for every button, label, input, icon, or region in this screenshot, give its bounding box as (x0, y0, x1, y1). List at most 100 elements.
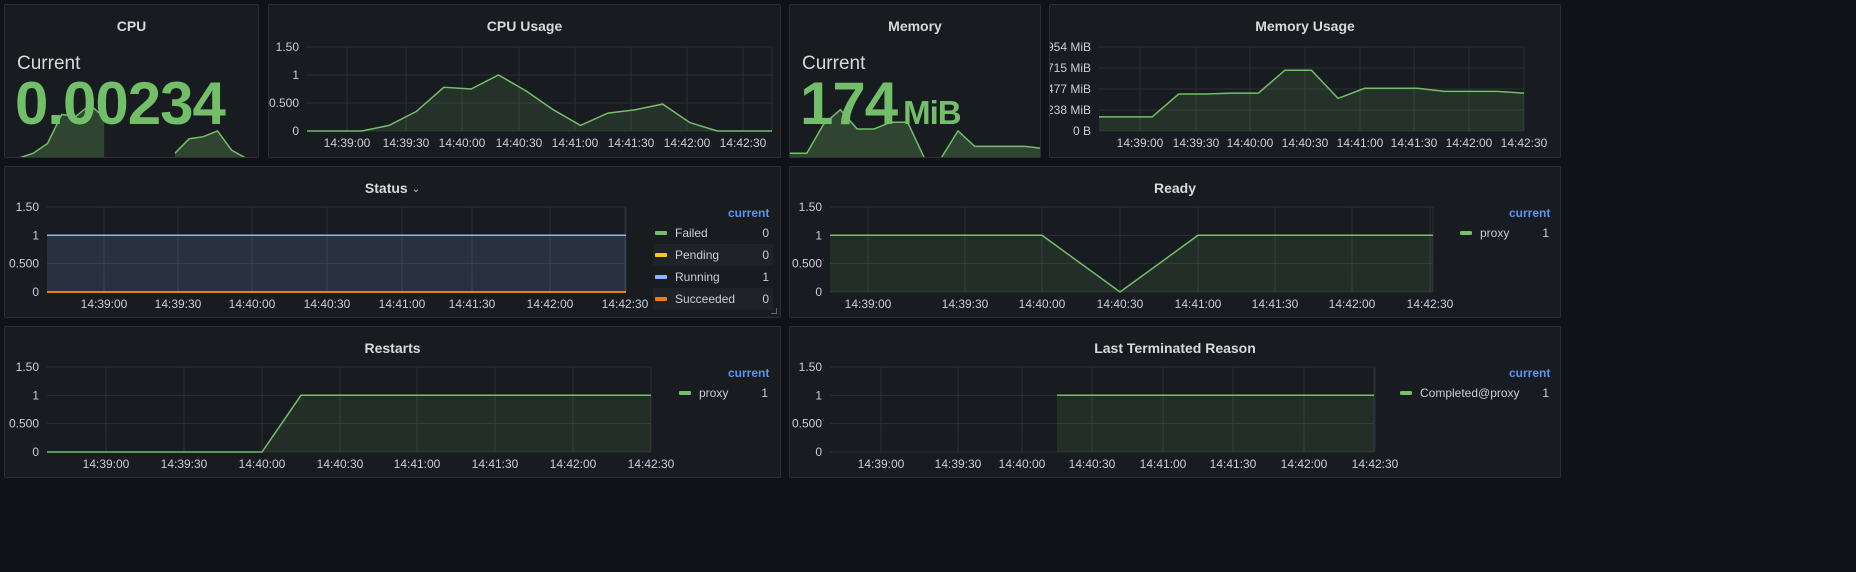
x-tick-label: 14:42:30 (720, 136, 767, 150)
ready-panel[interactable]: Ready 0 0.500 1 1.50 14:39:00 14:39:30 14:40:0… (789, 166, 1561, 318)
x-tick-label: 14:40:30 (1097, 297, 1144, 311)
x-tick-label: 14:42:30 (1501, 136, 1548, 150)
ready-proxy-series-line (830, 234, 1433, 293)
panel-title: Last Terminated Reason (1094, 340, 1256, 356)
x-tick-label: 14:39:30 (1173, 136, 1220, 150)
y-tick-label: 1.50 (16, 200, 40, 214)
x-tick-label: 14:42:30 (1352, 457, 1399, 471)
chevron-down-icon[interactable]: ⌄ (411, 184, 421, 195)
cpu-usage-panel[interactable]: CPU Usage 0 0.500 1 1.50 14:39:00 14:39:30 14:… (268, 4, 781, 158)
legend-item-proxy[interactable]: proxy 1 (677, 382, 772, 404)
last-terminated-chart: 0 0.500 1 1.50 14:39:00 14:39:30 14:40:00 14:40… (792, 360, 1399, 471)
memory-value-unit: MiB (903, 94, 961, 131)
x-tick-label: 14:41:30 (1391, 136, 1438, 150)
cpu-sparkline (19, 103, 246, 157)
legend-swatch (655, 231, 667, 235)
legend-series-value: 0 (762, 248, 769, 262)
legend-header-current[interactable]: current (1509, 206, 1551, 220)
x-tick-label: 14:42:00 (1329, 297, 1376, 311)
legend-item-pending[interactable]: Pending 0 (653, 244, 773, 266)
cpu-sparkline-seg0-line (19, 103, 105, 157)
resize-handle[interactable] (771, 308, 777, 314)
y-tick-label: 1 (292, 68, 299, 82)
ready-proxy-series-area (830, 235, 1433, 292)
x-tick-label: 14:39:30 (383, 136, 430, 150)
legend-item-proxy[interactable]: proxy 1 (1458, 222, 1553, 244)
cpu-sparkline-seg1-line (174, 129, 246, 157)
x-tick-label: 14:39:30 (161, 457, 208, 471)
cpu-stat-panel[interactable]: CPU Current 0.00234 (4, 4, 259, 158)
legend-series-name: Completed@proxy (1420, 386, 1520, 400)
x-tick-label: 14:41:30 (472, 457, 519, 471)
x-tick-label: 14:42:00 (1281, 457, 1328, 471)
legend-item-completed-proxy[interactable]: Completed@proxy 1 (1398, 382, 1553, 404)
memory-usage-chart: 0 B 238 MiB 477 MiB 715 MiB 954 MiB 14:39:00 1… (1050, 40, 1548, 150)
restarts-proxy-series-line (47, 394, 651, 453)
y-tick-label: 0.500 (269, 96, 299, 110)
memory-value-number: 174 (800, 70, 898, 137)
x-tick-label: 14:39:00 (1117, 136, 1164, 150)
legend-item-running[interactable]: Running 1 (653, 266, 773, 288)
legend-item-succeeded[interactable]: Succeeded 0 (653, 288, 773, 310)
y-tick-label: 0.500 (9, 257, 39, 271)
cpu-usage-series-area (307, 75, 772, 131)
legend-series-name: Failed (675, 226, 708, 240)
x-tick-label: 14:41:00 (394, 457, 441, 471)
legend-item-failed[interactable]: Failed 0 (653, 222, 773, 244)
y-tick-label: 477 MiB (1050, 82, 1091, 96)
panel-title: Memory Usage (1255, 18, 1355, 34)
x-tick-label: 14:40:00 (1019, 297, 1066, 311)
x-tick-label: 14:40:00 (1227, 136, 1274, 150)
x-tick-label: 14:39:30 (155, 297, 202, 311)
stat-label: Current (802, 53, 866, 74)
panel-title: CPU Usage (486, 18, 563, 34)
status-panel[interactable]: Status ⌄ 0 0.500 1 1.50 14:39:00 14:39:30 14:40… (4, 166, 781, 318)
restarts-panel[interactable]: Restarts 0 0.500 1 1.50 14:39:00 14:39:30 14:4… (4, 326, 781, 478)
y-tick-label: 1 (32, 228, 39, 242)
restarts-chart: 0 0.500 1 1.50 14:39:00 14:39:30 14:40:00 14:40… (9, 360, 675, 471)
x-tick-label: 14:39:00 (845, 297, 892, 311)
y-tick-label: 715 MiB (1050, 61, 1091, 75)
legend-series-value: 0 (762, 292, 769, 306)
legend-swatch (679, 391, 691, 395)
legend-series-value: 0 (762, 226, 769, 240)
y-tick-label: 1 (815, 228, 822, 242)
y-tick-label: 1.50 (276, 40, 300, 54)
memory-usage-panel[interactable]: Memory Usage 0 B 238 MiB 477 MiB 715 MiB 954… (1049, 4, 1561, 158)
memory-sparkline-line (790, 108, 1040, 157)
x-tick-label: 14:41:00 (552, 136, 599, 150)
legend-header-current[interactable]: current (1509, 366, 1551, 380)
y-tick-label: 1 (815, 388, 822, 402)
legend-series-name: proxy (1480, 226, 1510, 240)
memory-current-value: 174 MiB (800, 70, 962, 144)
cpu-usage-chart: 0 0.500 1 1.50 14:39:00 14:39:30 14:40:00 14:40… (269, 40, 773, 150)
x-tick-label: 14:42:00 (1446, 136, 1493, 150)
restarts-proxy-series-area (47, 395, 651, 452)
x-tick-label: 14:41:30 (1210, 457, 1257, 471)
x-tick-label: 14:41:30 (449, 297, 496, 311)
y-tick-label: 0 (32, 285, 39, 299)
panel-title[interactable]: Status ⌄ (5, 180, 780, 196)
cpu-sparkline-seg0-area (22, 104, 105, 157)
legend-series-value: 1 (1542, 226, 1549, 240)
x-tick-label: 14:42:00 (527, 297, 574, 311)
legend-header-current[interactable]: current (728, 206, 770, 220)
legend-series-name: Running (675, 270, 720, 284)
memory-sparkline-area (790, 109, 1040, 157)
panel-title: Restarts (364, 340, 421, 356)
x-tick-label: 14:42:30 (628, 457, 675, 471)
x-tick-label: 14:40:30 (1282, 136, 1329, 150)
memory-stat-panel[interactable]: Memory Current 174 MiB (789, 4, 1041, 158)
x-tick-label: 14:39:00 (81, 297, 128, 311)
x-tick-label: 14:40:30 (317, 457, 364, 471)
y-tick-label: 0.500 (792, 417, 822, 431)
legend-swatch (655, 253, 667, 257)
legend-swatch (655, 275, 667, 279)
status-chart: 0 0.500 1 1.50 14:39:00 14:39:30 14:40:00 14:40… (9, 200, 649, 311)
memory-usage-series-area (1099, 70, 1524, 131)
last-terminated-reason-panel[interactable]: Last Terminated Reason 0 0.500 1 1.50 14:39:… (789, 326, 1561, 478)
legend-series-value: 1 (761, 386, 768, 400)
y-tick-label: 0 (32, 445, 39, 459)
y-tick-label: 0 (815, 445, 822, 459)
legend-header-current[interactable]: current (728, 366, 770, 380)
